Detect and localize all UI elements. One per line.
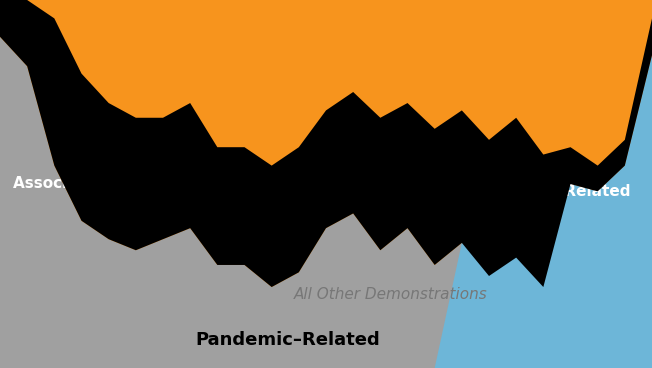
Text: Election–Related: Election–Related <box>489 184 632 199</box>
Text: Pandemic–Related: Pandemic–Related <box>196 331 380 349</box>
Text: All Other Demonstrations: All Other Demonstrations <box>293 287 487 302</box>
Text: Associated with BLM: Associated with BLM <box>13 177 190 191</box>
